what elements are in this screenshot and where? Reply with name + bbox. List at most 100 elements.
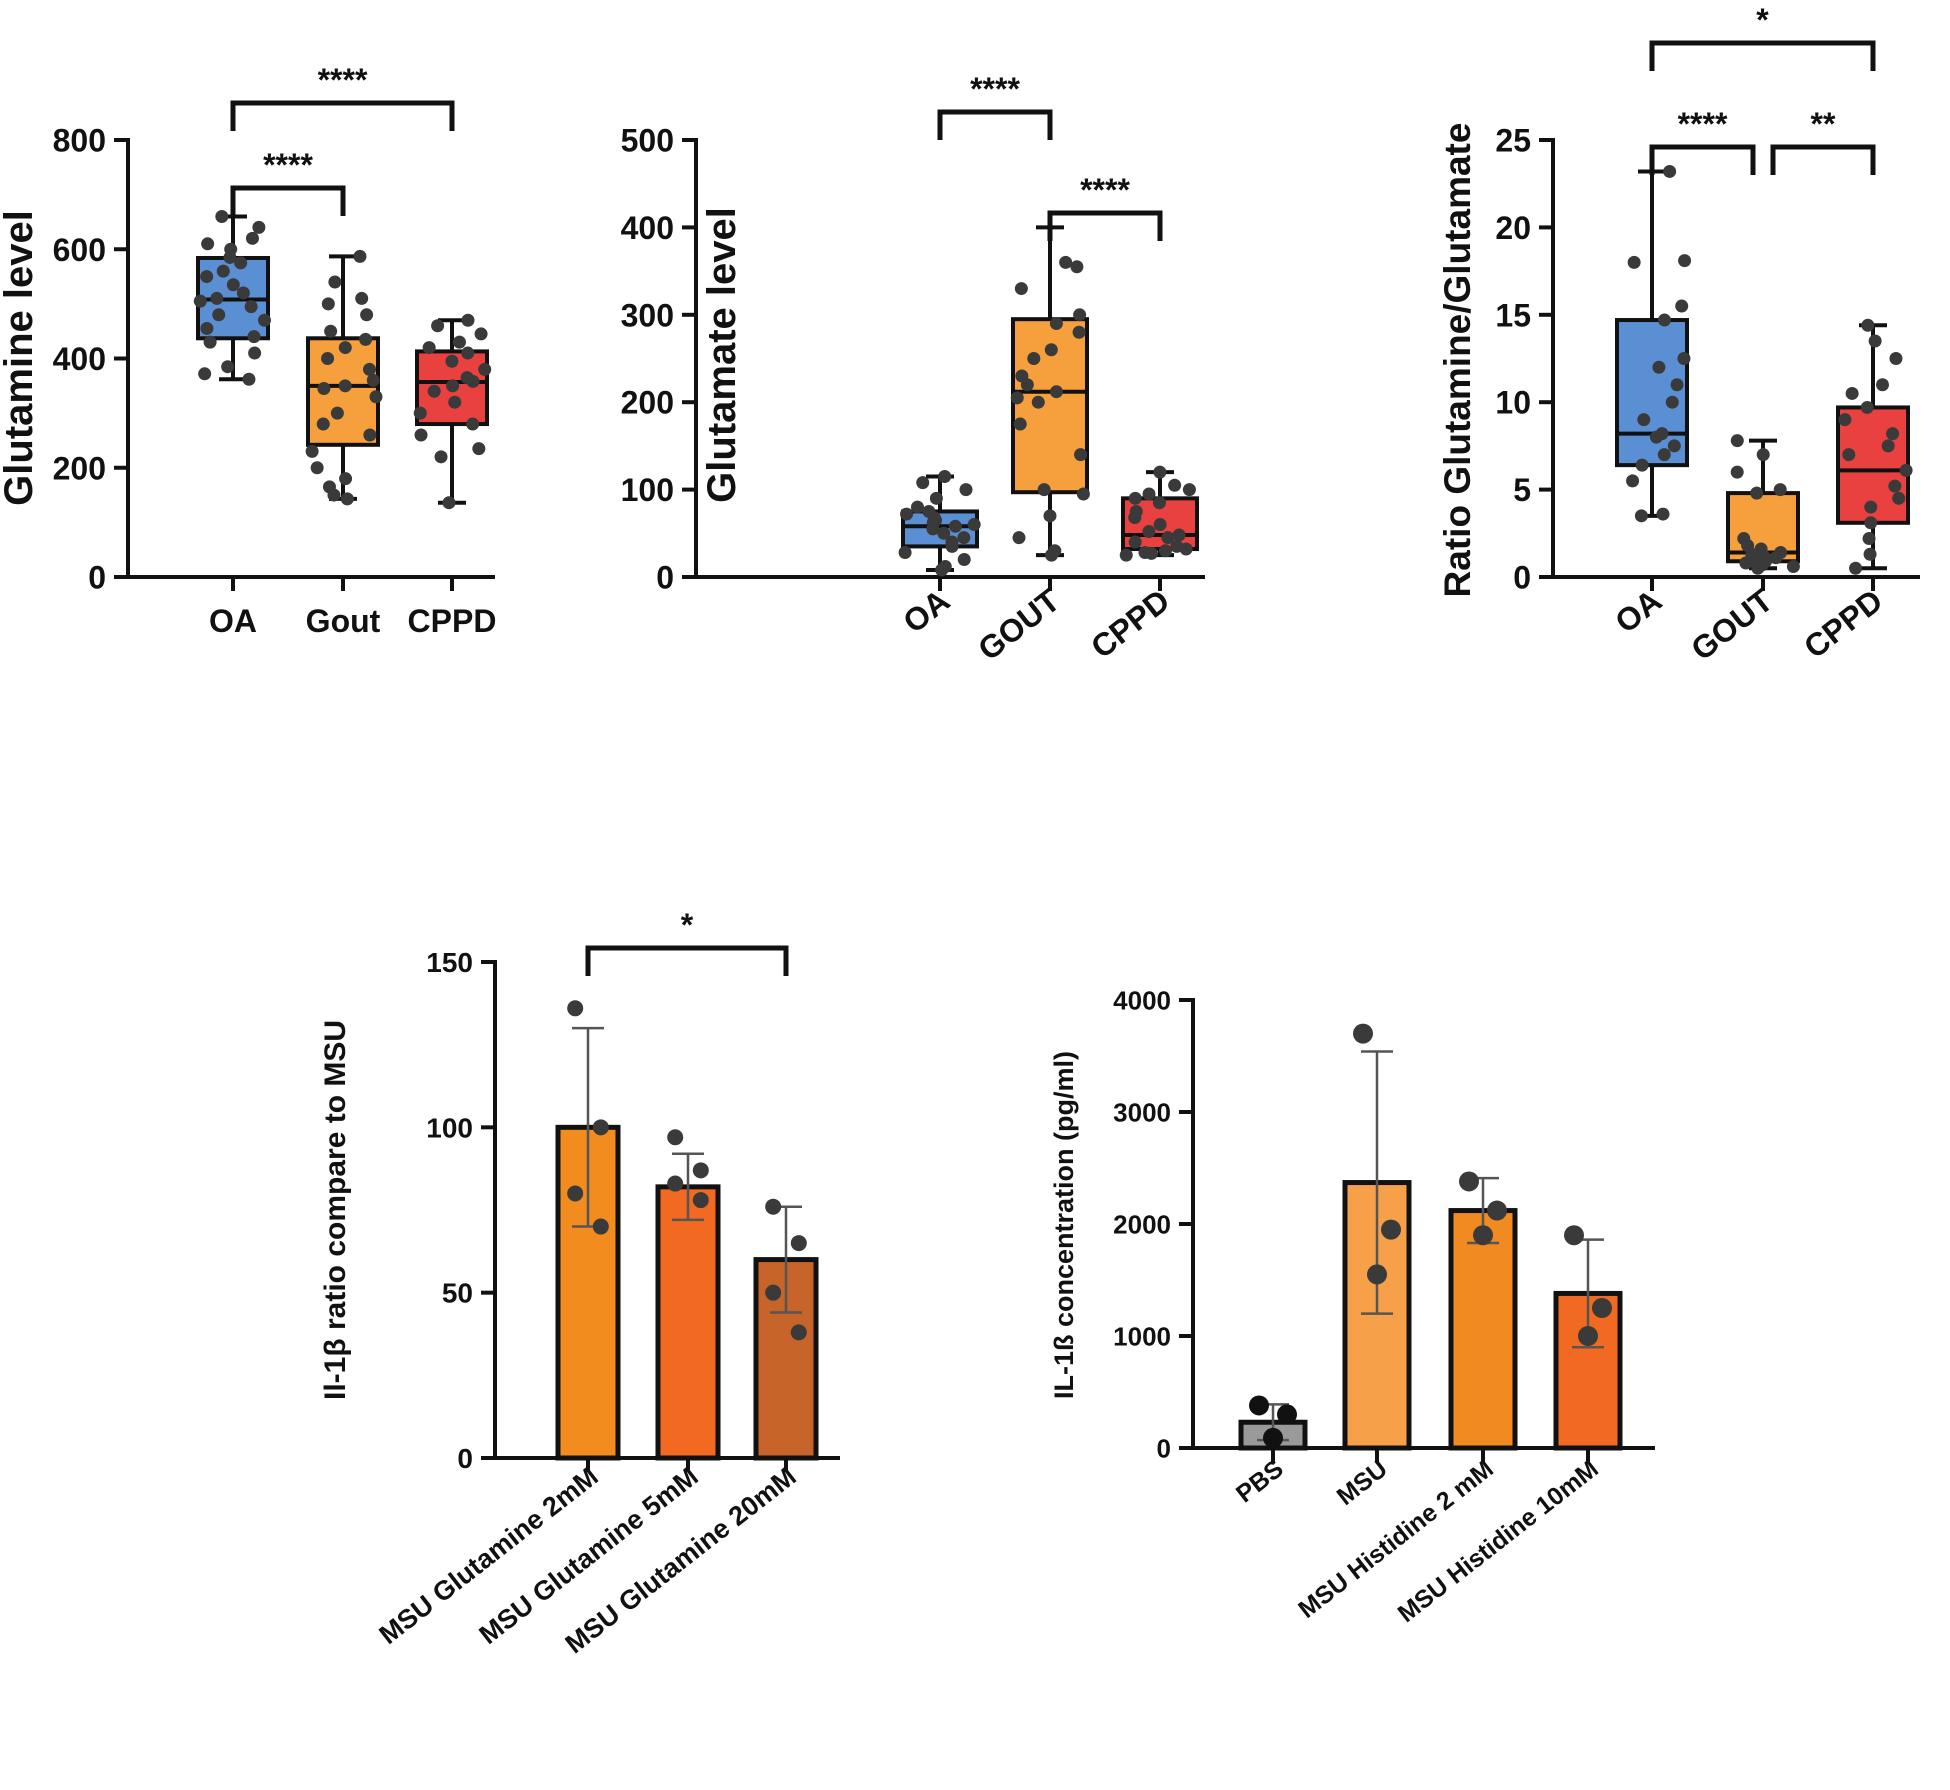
data-point [226,278,240,292]
data-point [1892,491,1906,505]
y-tick-label: 150 [426,947,473,978]
data-point [413,406,427,420]
data-point [461,346,475,360]
x-category-label: MSU [1332,1455,1393,1511]
significance-bracket [585,945,789,976]
data-point [1845,386,1859,400]
data-point [1899,463,1913,477]
data-point [1037,483,1051,497]
data-point [1860,400,1874,414]
data-point [1043,509,1057,523]
data-point [1010,391,1024,405]
y-tick-label: 100 [621,472,674,508]
data-point [1128,535,1142,549]
data-point [1158,544,1172,558]
x-category-label: OA [209,603,257,639]
data-point [1774,546,1788,560]
data-point [1626,474,1640,488]
y-axis-label: IL-1ß concentration (pg/ml) [1049,1051,1079,1399]
significance-bracket [937,109,1053,140]
data-point [1014,282,1028,296]
x-category-label: GOUT [971,582,1066,668]
data-point [1750,486,1764,500]
y-axis-label: Glutamine level [0,210,41,506]
data-point [1863,547,1877,561]
data-point [200,321,214,335]
data-point [1665,395,1679,409]
y-tick-label: 20 [1495,210,1531,246]
data-point [478,362,492,376]
data-point [1838,413,1852,427]
data-point [414,428,428,442]
y-tick-label: 0 [1157,1433,1171,1463]
data-point [1353,1023,1373,1044]
y-axis-label: Glutamate level [700,207,744,503]
data-point [1730,434,1744,448]
data-point [1868,334,1882,348]
y-tick-label: 300 [621,297,674,333]
data-point [1182,483,1196,497]
data-point [1889,352,1903,365]
data-point [1655,427,1669,441]
data-point [355,291,369,305]
data-point [257,313,271,327]
data-point [200,270,214,284]
y-tick-label: 800 [53,123,106,159]
data-point [1152,496,1166,510]
data-point [1634,509,1648,523]
data-point [328,275,342,289]
data-point [466,417,480,431]
data-point [765,1284,782,1301]
data-point [215,209,229,223]
data-point [922,504,936,518]
significance-label: **** [1080,172,1130,208]
significance-label: * [1756,2,1769,38]
data-point [1657,313,1671,327]
data-point [248,346,262,360]
significance-label: * [681,907,694,943]
data-point [339,472,353,486]
significance-label: **** [318,62,368,98]
data-point [957,553,971,567]
data-point [1862,532,1876,546]
data-point [967,518,981,532]
data-point [1172,528,1186,542]
y-axis-label: Il-1β ratio compare to MSU [319,1020,352,1400]
data-point [1073,308,1087,322]
significance-label: **** [1678,106,1728,142]
data-point [1049,385,1063,399]
data-point [938,469,952,483]
data-point [790,1235,807,1252]
data-point [305,444,319,458]
data-point [910,500,924,514]
data-point [1888,479,1902,493]
data-point [1170,539,1184,553]
significance-label: **** [970,71,1020,107]
x-category-label: CPPD [1797,582,1889,665]
data-point [1663,164,1677,178]
panel-3: 0 5 10 15 20 25 OA GOUT CPPD Ratio Glutamine/Glut… [1437,2,1920,667]
data-point [1677,352,1691,365]
data-point [369,390,383,404]
data-point [427,384,441,398]
data-point [1667,439,1681,453]
x-category-label: OA [896,582,956,640]
data-point [360,308,374,322]
y-tick-label: 10 [1495,385,1531,421]
data-point [592,1218,609,1235]
y-tick-label: 3000 [1113,1097,1171,1127]
data-point [692,1162,709,1179]
y-tick-label: 0 [1513,560,1531,596]
data-point [1129,504,1143,518]
data-point [310,461,324,475]
data-point [1249,1395,1269,1416]
data-point [472,442,486,456]
data-point [1031,395,1045,409]
data-point [1168,478,1182,492]
data-point [929,491,943,505]
data-point [692,1192,709,1209]
data-point [452,335,466,349]
significance-label: ** [1811,106,1836,142]
data-point [1027,352,1041,365]
x-category-label: CPPD [408,603,497,639]
